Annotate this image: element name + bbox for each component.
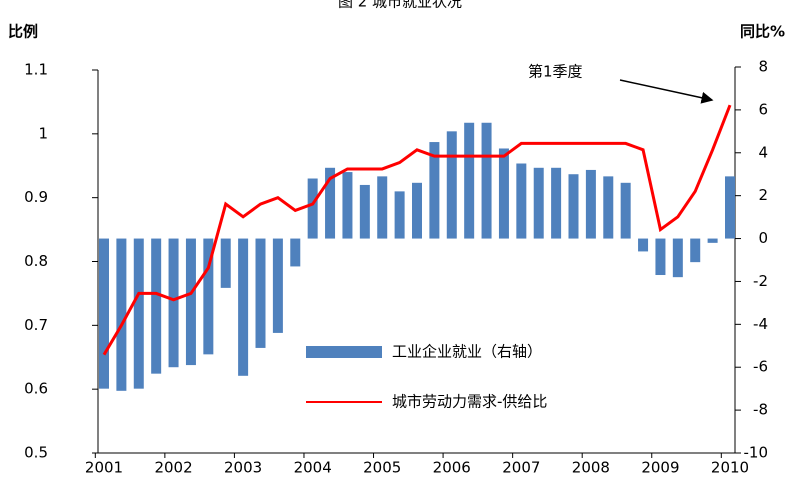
legend-swatch: [306, 346, 382, 358]
y-tick-label: 0.8: [24, 252, 48, 270]
bar: [99, 238, 109, 389]
bar: [151, 238, 162, 374]
bar: [185, 238, 196, 366]
line: [102, 104, 732, 356]
y2-tick-label: 8: [758, 58, 768, 76]
y2-tick-label: -2: [753, 272, 768, 290]
y-tick-label: 0.9: [24, 188, 48, 206]
x-tick-label: 2009: [641, 459, 679, 477]
y2-axis-label: 同比%: [740, 23, 785, 41]
bar: [446, 131, 457, 239]
bar: [725, 176, 735, 239]
bar: [203, 238, 214, 355]
y-tick-label: 1.1: [24, 61, 48, 79]
bar: [220, 238, 231, 288]
bar: [533, 167, 544, 239]
bar: [690, 238, 701, 263]
bar: [290, 238, 301, 267]
x-tick-label: 2006: [433, 459, 471, 477]
y2-tick-label: 4: [758, 143, 768, 161]
bar: [377, 176, 388, 239]
bar: [481, 122, 492, 239]
bar: [638, 238, 649, 252]
legend-label: 工业企业就业（右轴）: [392, 343, 542, 361]
bar: [655, 238, 666, 276]
bar: [464, 122, 475, 239]
bar: [359, 184, 370, 239]
x-tick-label: 2004: [294, 459, 332, 477]
bar: [516, 163, 527, 239]
bar: [707, 238, 718, 243]
bar: [342, 172, 353, 239]
bar: [568, 174, 579, 239]
y2-tick-label: 0: [758, 229, 768, 247]
x-tick-label: 2002: [154, 459, 192, 477]
bar: [498, 148, 509, 239]
bar: [307, 178, 318, 239]
y-axis-label: 比例: [8, 23, 38, 41]
y-tick-label: 0.5: [24, 444, 48, 462]
annotation: 第1季度: [528, 63, 583, 81]
chart-title: 图 2 城市就业状况: [338, 0, 462, 11]
y2-tick-label: 6: [758, 100, 768, 118]
bar: [620, 182, 631, 239]
x-tick-label: 2003: [224, 459, 262, 477]
y-tick-label: 0.6: [24, 380, 48, 398]
legend-label: 城市劳动力需求-供给比: [392, 393, 547, 411]
x-tick-label: 2008: [572, 459, 610, 477]
y2-tick-label: -4: [753, 315, 768, 333]
y2-tick-label: -10: [744, 444, 769, 462]
bar: [133, 238, 144, 389]
x-tick-label: 2007: [502, 459, 540, 477]
bar: [585, 169, 596, 239]
bar: [603, 176, 614, 239]
bar: [255, 238, 266, 348]
bar: [551, 167, 562, 239]
bar: [672, 238, 683, 278]
y-tick-label: 1: [38, 124, 48, 142]
bar: [272, 238, 283, 333]
y2-tick-label: 2: [758, 186, 768, 204]
x-tick-label: 2001: [85, 459, 123, 477]
bar: [168, 238, 179, 368]
bar: [394, 191, 405, 239]
x-tick-label: 2005: [363, 459, 401, 477]
bar: [429, 142, 440, 239]
bar: [238, 238, 249, 376]
y2-tick-label: -6: [753, 358, 768, 376]
y-tick-label: 0.7: [24, 316, 48, 334]
y2-tick-label: -8: [753, 401, 768, 419]
annotation-arrow: [619, 79, 714, 104]
bar: [116, 238, 127, 391]
x-tick-label: 2010: [711, 459, 749, 477]
bar: [325, 167, 336, 239]
bar: [412, 182, 422, 239]
